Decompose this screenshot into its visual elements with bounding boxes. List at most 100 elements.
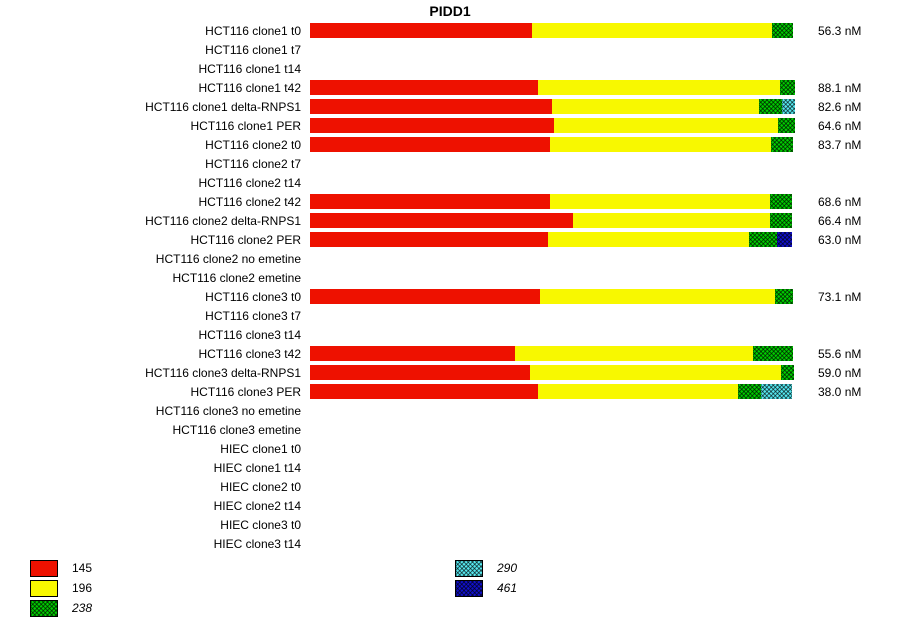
row-label: HCT116 clone3 no emetine	[155, 403, 301, 418]
bar-segment-290	[781, 99, 796, 114]
chart-row: HCT116 clone3 PER 38.0 nM	[0, 382, 900, 401]
legend-item: 196	[30, 578, 92, 598]
stacked-bar	[310, 270, 797, 285]
green-legend-swatch	[30, 599, 58, 617]
stacked-bar	[310, 61, 797, 76]
row-label: HCT116 clone2 t42	[198, 194, 301, 209]
bar-segment-196	[532, 23, 772, 38]
bar-segment-145	[310, 194, 551, 209]
stacked-bar	[310, 42, 797, 57]
bar-segment-238	[777, 118, 796, 133]
row-label: HCT116 clone1 PER	[190, 118, 302, 133]
row-label: HCT116 clone3 t14	[198, 327, 301, 342]
stacked-bar	[310, 156, 797, 171]
row-label: HIEC clone3 t14	[213, 536, 301, 551]
chart-row: HIEC clone1 t0	[0, 439, 900, 458]
stacked-bar	[310, 194, 797, 209]
chart-row: HCT116 clone1 t0 56.3 nM	[0, 21, 900, 40]
stacked-bar	[310, 327, 797, 342]
legend-right: 290 461	[455, 558, 517, 598]
chart-row: HCT116 clone2 t7	[0, 154, 900, 173]
bar-segment-238	[769, 213, 793, 228]
chart-row: HIEC clone1 t14	[0, 458, 900, 477]
chart-row: HIEC clone3 t0	[0, 515, 900, 534]
stacked-bar	[310, 289, 797, 304]
bar-segment-238	[737, 384, 762, 399]
bar-segment-145	[310, 213, 573, 228]
cyan-legend-swatch	[455, 559, 483, 577]
stacked-bar	[310, 308, 797, 323]
row-label: HIEC clone2 t14	[213, 498, 301, 513]
row-value: 73.1 nM	[818, 289, 862, 304]
stacked-bar	[310, 536, 797, 551]
bar-segment-145	[310, 118, 554, 133]
bar-segment-145	[310, 289, 540, 304]
row-label: HCT116 clone3 t7	[205, 308, 301, 323]
legend-label: 290	[497, 561, 518, 575]
stacked-bar	[310, 137, 797, 152]
chart-row: HCT116 clone1 t42 88.1 nM	[0, 78, 900, 97]
stacked-bar	[310, 441, 797, 456]
legend-item: 290	[455, 558, 517, 578]
bar-segment-238	[748, 232, 778, 247]
yellow-legend-swatch	[30, 579, 58, 597]
stacked-bar	[310, 175, 797, 190]
chart-row: HCT116 clone3 t0 73.1 nM	[0, 287, 900, 306]
chart-row: HCT116 clone1 PER 64.6 nM	[0, 116, 900, 135]
row-label: HCT116 clone2 delta-RNPS1	[145, 213, 301, 228]
row-label: HCT116 clone3 emetine	[172, 422, 301, 437]
stacked-bar	[310, 346, 797, 361]
chart-row: HCT116 clone2 PER 63.0 nM	[0, 230, 900, 249]
blue-legend-swatch	[455, 579, 483, 597]
bar-segment-461	[777, 232, 793, 247]
bar-segment-145	[310, 23, 533, 38]
chart-row: HCT116 clone2 no emetine	[0, 249, 900, 268]
stacked-bar	[310, 118, 797, 133]
chart-row: HCT116 clone2 t42 68.6 nM	[0, 192, 900, 211]
row-label: HCT116 clone3 delta-RNPS1	[145, 365, 301, 380]
bar-segment-290	[761, 384, 793, 399]
row-label: HCT116 clone3 t0	[205, 289, 301, 304]
bar-segment-238	[759, 99, 782, 114]
bar-rows: HCT116 clone1 t0 56.3 nM HCT116 clone1 t7 H…	[0, 21, 900, 553]
bar-segment-238	[769, 194, 793, 209]
bar-segment-196	[572, 213, 770, 228]
row-value: 66.4 nM	[818, 213, 862, 228]
row-label: HCT116 clone2 t0	[205, 137, 301, 152]
chart-row: HCT116 clone3 emetine	[0, 420, 900, 439]
bar-segment-238	[752, 346, 793, 361]
chart-row: HCT116 clone1 t14	[0, 59, 900, 78]
row-label: HCT116 clone2 t7	[205, 156, 301, 171]
bar-segment-196	[530, 365, 782, 380]
chart-title: PIDD1	[429, 3, 471, 19]
row-value: 68.6 nM	[818, 194, 862, 209]
bar-segment-238	[770, 137, 794, 152]
stacked-bar	[310, 498, 797, 513]
chart-row: HCT116 clone2 t0 83.7 nM	[0, 135, 900, 154]
row-label: HCT116 clone3 PER	[190, 384, 302, 399]
stacked-bar	[310, 251, 797, 266]
bar-segment-196	[548, 232, 749, 247]
row-label: HCT116 clone2 t14	[198, 175, 301, 190]
stacked-bar	[310, 479, 797, 494]
bar-segment-238	[771, 23, 794, 38]
stacked-bar	[310, 99, 797, 114]
bar-segment-145	[310, 137, 551, 152]
row-label: HCT116 clone1 delta-RNPS1	[145, 99, 301, 114]
legend-label: 238	[72, 601, 93, 615]
stacked-bar	[310, 232, 797, 247]
row-label: HIEC clone1 t14	[213, 460, 301, 475]
row-label: HIEC clone2 t0	[220, 479, 301, 494]
row-value: 56.3 nM	[818, 23, 862, 38]
row-value: 64.6 nM	[818, 118, 862, 133]
stacked-bar	[310, 213, 797, 228]
chart-row: HCT116 clone3 t7	[0, 306, 900, 325]
chart-row: HCT116 clone3 t42 55.6 nM	[0, 344, 900, 363]
row-label: HIEC clone1 t0	[220, 441, 301, 456]
chart-row: HCT116 clone1 delta-RNPS1 82.6 nM	[0, 97, 900, 116]
bar-segment-196	[550, 194, 770, 209]
stacked-bar	[310, 460, 797, 475]
chart-row: HIEC clone2 t0	[0, 477, 900, 496]
bar-segment-238	[781, 365, 794, 380]
bar-segment-196	[515, 346, 753, 361]
